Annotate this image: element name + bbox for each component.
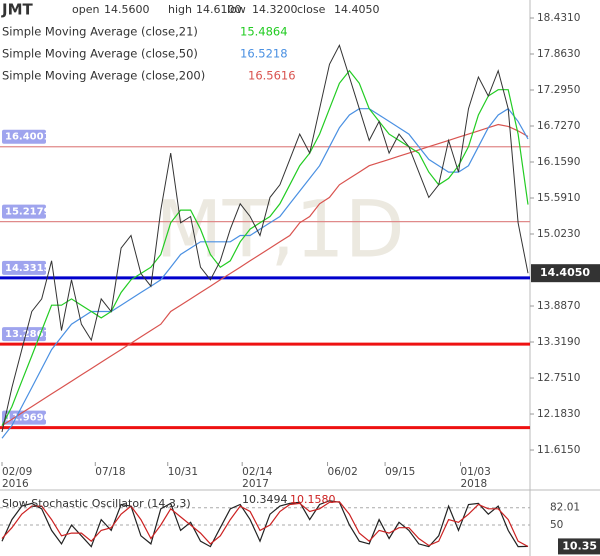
level-label-box bbox=[2, 410, 46, 425]
watermark: MT,1D bbox=[155, 185, 404, 275]
x-tick-label: 07/18 bbox=[95, 466, 125, 478]
level-label-box bbox=[2, 204, 46, 219]
open-value: 14.5600 bbox=[104, 3, 150, 16]
x-tick-label: 02/14 bbox=[242, 466, 273, 478]
legend-label: Simple Moving Average (close,21) bbox=[2, 25, 198, 39]
last-price-box bbox=[531, 264, 600, 283]
legend-label: Simple Moving Average (close,50) bbox=[2, 47, 198, 61]
y-tick-label: 50 bbox=[550, 519, 563, 531]
sma-line bbox=[1, 69, 529, 426]
level-label: 16.4001 bbox=[5, 132, 51, 143]
legend-label: Simple Moving Average (close,200) bbox=[2, 69, 205, 83]
open-label: open bbox=[72, 3, 99, 16]
level-label: 13.2867 bbox=[5, 329, 51, 340]
x-tick-label: 01/03 bbox=[461, 466, 491, 478]
y-tick-label: 16.1590 bbox=[537, 156, 580, 168]
close-label: close bbox=[297, 3, 326, 16]
level-label-box bbox=[2, 129, 46, 144]
x-tick-label: 09/15 bbox=[385, 466, 415, 478]
y-tick-label: 15.5910 bbox=[537, 192, 580, 204]
y-tick-label: 17.2950 bbox=[537, 84, 580, 96]
level-label: 14.3315 bbox=[5, 263, 51, 274]
level-label-box bbox=[2, 260, 46, 275]
high-value: 14.6100 bbox=[196, 3, 242, 16]
x-tick-label: 10/31 bbox=[168, 466, 198, 478]
sma-line bbox=[1, 123, 529, 427]
price-line bbox=[1, 43, 529, 433]
legend-value: 16.5616 bbox=[248, 69, 296, 83]
last-price-label: 14.4050 bbox=[540, 266, 590, 279]
y-tick-label: 18.4310 bbox=[537, 12, 580, 24]
low-value: 14.3200 bbox=[252, 3, 298, 16]
last-stoch-label: 10.35 bbox=[562, 539, 597, 552]
y-tick-label: 82.01 bbox=[550, 502, 580, 514]
legend-value: 15.4864 bbox=[240, 25, 288, 39]
level-label: 15.2179 bbox=[5, 207, 51, 218]
x-tick-label: 02/09 bbox=[2, 466, 32, 478]
level-label-box bbox=[2, 327, 46, 342]
stoch-title: Slow Stochastic Oscillator (14,3,3) bbox=[2, 497, 191, 510]
y-tick-label: 13.8870 bbox=[537, 300, 580, 312]
last-stoch-box bbox=[558, 538, 600, 555]
y-tick-label: 15.0230 bbox=[537, 228, 580, 240]
symbol: JMT bbox=[1, 1, 34, 19]
x-year-label: 2016 bbox=[2, 478, 29, 490]
sma-line bbox=[1, 107, 529, 439]
y-tick-label: 13.3190 bbox=[537, 336, 580, 348]
stoch-k-value: 10.3494 bbox=[242, 493, 288, 506]
high-label: high bbox=[168, 3, 192, 16]
close-value: 14.4050 bbox=[334, 3, 380, 16]
stoch-d-value: 10.1580 bbox=[290, 493, 336, 506]
x-tick-label: 06/02 bbox=[328, 466, 358, 478]
y-tick-label: 16.7270 bbox=[537, 120, 580, 132]
low-label: low bbox=[227, 3, 246, 16]
x-year-label: 2017 bbox=[242, 478, 269, 490]
y-tick-label: 11.6150 bbox=[537, 444, 580, 456]
y-tick-label: 12.7510 bbox=[537, 372, 580, 384]
y-tick-label: 17.8630 bbox=[537, 48, 580, 60]
y-tick-label: 12.1830 bbox=[537, 408, 580, 420]
level-label: 11.9690 bbox=[5, 413, 51, 424]
legend-value: 16.5218 bbox=[240, 47, 288, 61]
x-year-label: 2018 bbox=[461, 478, 488, 490]
stoch-line bbox=[1, 501, 529, 548]
